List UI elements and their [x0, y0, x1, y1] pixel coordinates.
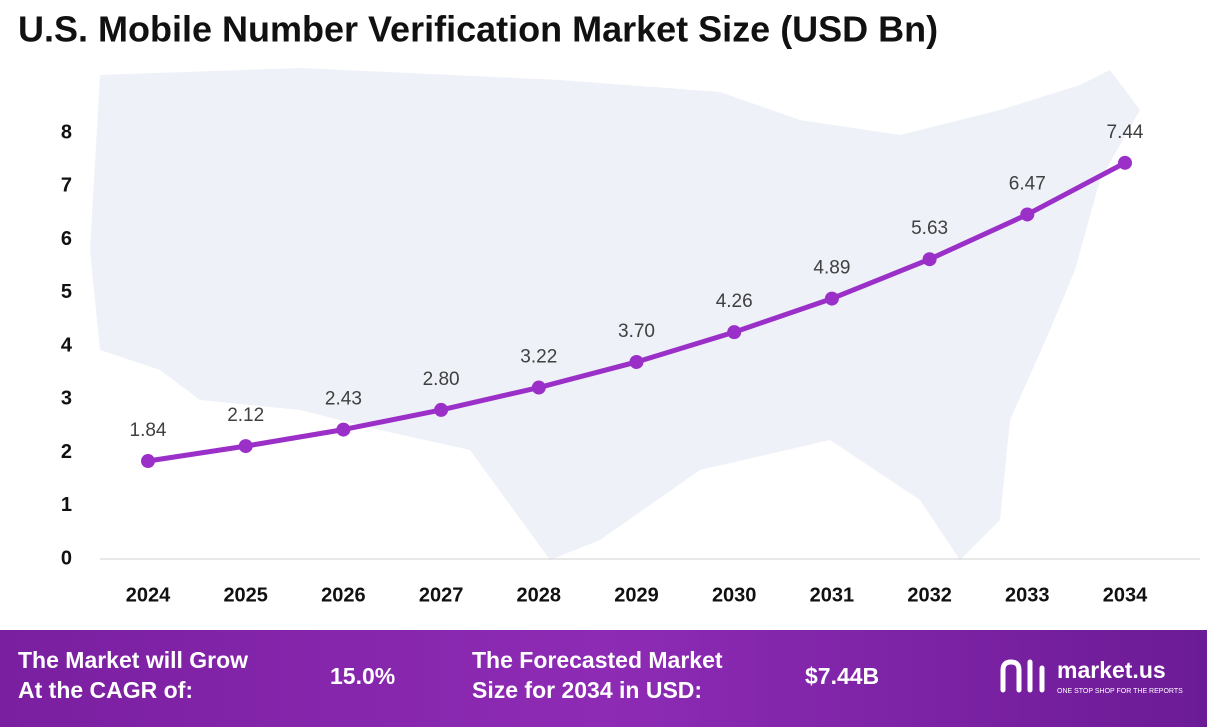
y-tick-label: 5 [61, 281, 72, 303]
x-tick-label: 2028 [517, 584, 562, 606]
forecast-text: The Forecasted Market [472, 647, 723, 673]
data-label: 1.84 [130, 420, 167, 441]
x-tick-label: 2031 [810, 584, 855, 606]
y-tick-label: 4 [61, 334, 73, 356]
x-tick-label: 2032 [907, 584, 952, 606]
point [141, 454, 155, 469]
cagr-value: 15.0% [330, 663, 395, 689]
point [336, 422, 351, 437]
point [922, 252, 937, 267]
x-tick-label: 2027 [419, 584, 464, 606]
y-tick-label: 1 [61, 494, 72, 516]
brand-tagline: ONE STOP SHOP FOR THE REPORTS [1057, 688, 1183, 695]
x-tick-label: 2030 [712, 584, 757, 606]
brand-name: market.us [1057, 657, 1166, 683]
y-tick-label: 2 [61, 441, 72, 463]
point [824, 291, 839, 306]
point [1118, 155, 1132, 170]
data-label: 7.44 [1107, 122, 1144, 143]
cagr-text: The Market will Grow [18, 647, 248, 673]
map-background [90, 68, 1140, 560]
point [238, 439, 253, 454]
data-label: 2.43 [325, 389, 362, 410]
point [531, 380, 546, 395]
y-tick-label: 7 [61, 175, 72, 197]
data-label: 5.63 [911, 218, 948, 239]
data-label: 2.80 [423, 369, 460, 390]
x-tick-label: 2024 [126, 584, 171, 606]
y-tick-label: 0 [61, 547, 72, 569]
data-label: 2.12 [227, 405, 264, 426]
point [727, 325, 742, 340]
footer-banner [0, 630, 1207, 727]
y-tick-label: 8 [61, 121, 72, 143]
data-label: 6.47 [1009, 173, 1046, 194]
data-label: 4.26 [716, 291, 753, 312]
point [434, 402, 449, 417]
brand-logo [1000, 659, 1045, 693]
forecast-value: $7.44B [805, 663, 879, 689]
forecast-text: Size for 2034 in USD: [472, 677, 702, 703]
x-tick-label: 2034 [1103, 584, 1148, 606]
y-tick-label: 3 [61, 388, 72, 410]
x-tick-label: 2033 [1005, 584, 1050, 606]
point [629, 354, 644, 369]
data-label: 3.70 [618, 321, 655, 342]
cagr-text: At the CAGR of: [18, 677, 193, 703]
chart-title: U.S. Mobile Number Verification Market S… [18, 9, 938, 50]
data-label: 4.89 [813, 258, 850, 279]
y-tick-label: 6 [61, 228, 72, 250]
x-tick-label: 2026 [321, 584, 366, 606]
x-tick-label: 2029 [614, 584, 659, 606]
x-tick-label: 2025 [223, 584, 268, 606]
data-label: 3.22 [520, 347, 557, 368]
point [1020, 207, 1035, 222]
